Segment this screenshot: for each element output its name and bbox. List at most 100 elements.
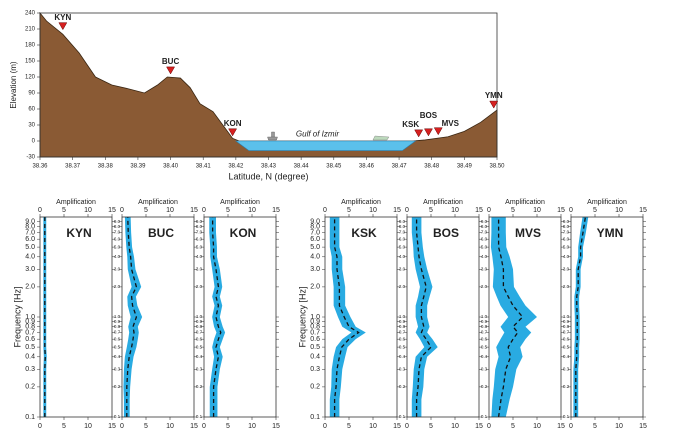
y-tick-label: 9.0 — [310, 218, 320, 225]
x-tick-label: 15 — [190, 423, 198, 430]
y-tick-label: 0.4 — [310, 354, 320, 361]
y-tick-label: 3.0 — [399, 266, 406, 271]
ship-icon — [268, 132, 278, 140]
y-tick-label: 0.3 — [310, 366, 320, 373]
y-tick-label: 0.1 — [399, 414, 406, 419]
y-tick-label: 7.0 — [114, 230, 121, 235]
x-tick-label: 5 — [226, 423, 230, 430]
x-tick-label: 10 — [248, 207, 256, 214]
x-tick-label: 38.44 — [294, 164, 310, 170]
x-tick-label: 38.43 — [261, 164, 277, 170]
x-tick-label: 10 — [615, 423, 623, 430]
y-axis-label: Elevation (m) — [9, 61, 18, 108]
x-tick-label: 38.45 — [326, 164, 342, 170]
top-axis-label: Amplification — [220, 199, 260, 206]
y-tick-label: 90 — [28, 91, 35, 97]
y-tick-label: 8.0 — [399, 224, 406, 229]
std-band — [491, 217, 537, 417]
x-tick-label: 5 — [144, 423, 148, 430]
y-tick-label: 6.0 — [481, 236, 488, 241]
y-tick-label: 4.0 — [114, 254, 121, 259]
station-label: KYN — [54, 13, 71, 22]
y-tick-label: 0.9 — [399, 319, 406, 324]
top-axis-label: Amplification — [423, 199, 463, 206]
x-tick-label: 10 — [248, 423, 256, 430]
y-tick-label: 4.0 — [196, 254, 203, 259]
x-tick-label: 0 — [323, 207, 327, 214]
y-tick-label: 3.0 — [114, 266, 121, 271]
x-tick-label: 10 — [84, 423, 92, 430]
y-tick-label: 8.0 — [563, 224, 570, 229]
x-tick-label: 10 — [369, 207, 377, 214]
y-tick-label: 9.0 — [114, 219, 121, 224]
station-marker — [424, 129, 432, 136]
y-tick-label: 0.3 — [25, 366, 35, 373]
y-tick-label: 8.0 — [114, 224, 121, 229]
y-tick-label: 0.6 — [310, 336, 320, 343]
x-tick-label: 5 — [62, 207, 66, 214]
x-tick-label: 10 — [84, 207, 92, 214]
x-tick-label: 5 — [347, 207, 351, 214]
y-tick-label: 150 — [25, 59, 36, 65]
x-tick-label: 0 — [38, 207, 42, 214]
y-tick-label: 1.0 — [25, 314, 35, 321]
y-tick-label: 0.8 — [196, 324, 203, 329]
y-tick-label: 0.8 — [114, 324, 121, 329]
y-tick-label: 0.3 — [114, 366, 121, 371]
x-tick-label: 0 — [120, 423, 124, 430]
panel-frame — [40, 217, 112, 417]
y-tick-label: 0.4 — [114, 354, 121, 359]
station-marker — [490, 101, 498, 108]
y-tick-label: 6.0 — [25, 236, 35, 243]
x-tick-label: 0 — [405, 207, 409, 214]
y-tick-label: 0.2 — [481, 384, 488, 389]
y-tick-label: 0.5 — [114, 344, 121, 349]
y-tick-label: 0.1 — [196, 414, 203, 419]
x-tick-label: 15 — [557, 207, 565, 214]
y-tick-label: 240 — [25, 11, 36, 17]
y-tick-label: 4.0 — [563, 254, 570, 259]
y-tick-label: 5.0 — [399, 244, 406, 249]
y-tick-label: 0.6 — [481, 336, 488, 341]
figure: Gulf of Izmir-30030609012015018021024038… — [0, 0, 675, 432]
std-band — [330, 217, 366, 417]
y-tick-label: 6.0 — [114, 236, 121, 241]
y-tick-label: 120 — [25, 75, 36, 81]
x-tick-label: 38.41 — [196, 164, 212, 170]
x-tick-label: 15 — [475, 207, 483, 214]
x-tick-label: 5 — [593, 423, 597, 430]
top-axis-label: Amplification — [138, 199, 178, 206]
x-tick-label: 0 — [38, 423, 42, 430]
x-tick-label: 15 — [108, 423, 116, 430]
x-tick-label: 5 — [429, 423, 433, 430]
y-tick-label: 4.0 — [481, 254, 488, 259]
x-tick-label: 38.39 — [130, 164, 146, 170]
station-label: KON — [224, 119, 242, 128]
y-tick-label: 7.0 — [563, 230, 570, 235]
y-tick-label: 1.0 — [310, 314, 320, 321]
y-tick-label: 7.0 — [481, 230, 488, 235]
y-tick-label: 3.0 — [481, 266, 488, 271]
y-tick-label: 0.2 — [310, 384, 320, 391]
y-tick-label: 9.0 — [563, 219, 570, 224]
y-tick-label: 8.0 — [196, 224, 203, 229]
y-tick-label: 7.0 — [196, 230, 203, 235]
y-tick-label: -30 — [26, 155, 35, 161]
y-tick-label: 0.2 — [196, 384, 203, 389]
y-tick-label: 4.0 — [310, 254, 320, 261]
x-tick-label: 5 — [593, 207, 597, 214]
top-axis-label: Amplification — [56, 199, 96, 206]
x-tick-label: 0 — [569, 207, 573, 214]
x-tick-label: 0 — [202, 207, 206, 214]
y-tick-label: 0.5 — [310, 344, 320, 351]
sea-label: Gulf of Izmir — [296, 130, 339, 139]
y-tick-label: 2.0 — [310, 284, 320, 291]
station-marker — [415, 130, 423, 137]
y-tick-label: 6.0 — [310, 236, 320, 243]
y-tick-label: 1.0 — [563, 314, 570, 319]
y-tick-label: 0.2 — [399, 384, 406, 389]
top-axis-label: Amplification — [505, 199, 545, 206]
y-tick-label: 0.6 — [196, 336, 203, 341]
y-tick-label: 4.0 — [399, 254, 406, 259]
y-tick-label: 0.2 — [25, 384, 35, 391]
